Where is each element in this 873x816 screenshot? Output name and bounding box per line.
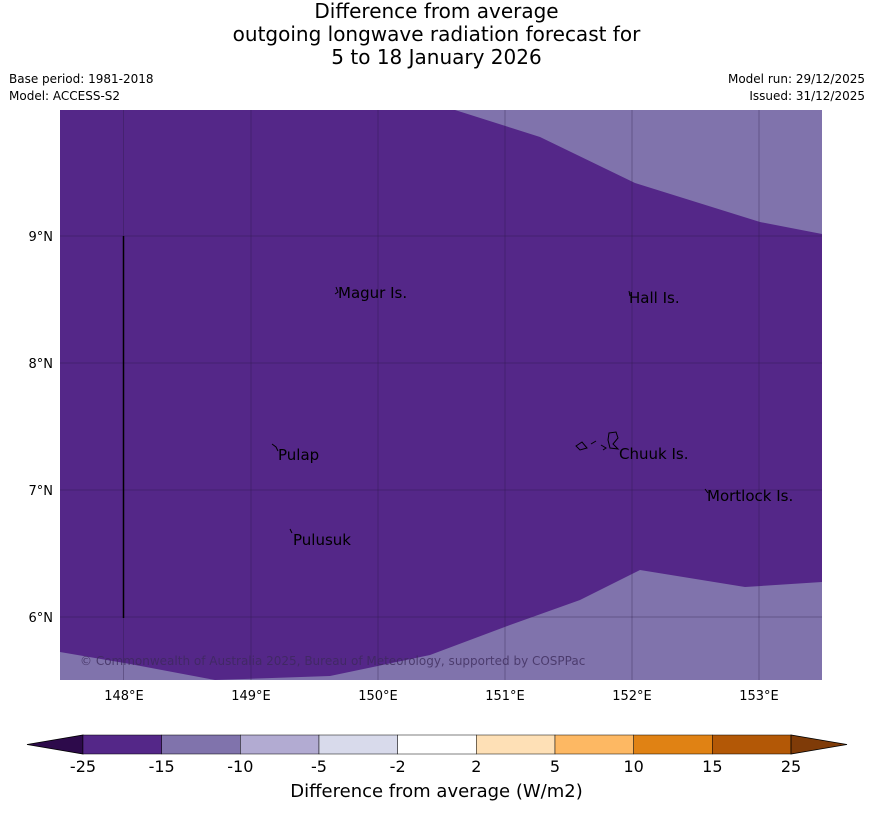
colorbar-tick-label: -10: [227, 757, 254, 776]
colorbar-tick-label: -2: [389, 757, 406, 776]
title-line-3: 5 to 18 January 2026: [331, 45, 542, 69]
map-title: Difference from average outgoing longwav…: [0, 0, 873, 69]
title-line-1: Difference from average: [314, 0, 559, 23]
colorbar: [26, 734, 848, 755]
meta-right: Model run: 29/12/2025 Issued: 31/12/2025: [728, 71, 865, 105]
colorbar-tick-label: 2: [471, 757, 482, 776]
lat-label-8: 8°N: [29, 357, 54, 372]
title-line-2: outgoing longwave radiation forecast for: [232, 22, 641, 46]
island-pulap: [271, 443, 279, 452]
islands: [271, 286, 709, 534]
place-label-pulusuk: Pulusuk: [293, 531, 351, 549]
meta-left: Base period: 1981-2018 Model: ACCESS-S2: [9, 71, 154, 105]
grid: [60, 110, 822, 680]
issued-date: Issued: 31/12/2025: [749, 89, 865, 103]
lon-label-150: 150°E: [358, 689, 398, 704]
base-period: Base period: 1981-2018: [9, 72, 154, 86]
model-name: Model: ACCESS-S2: [9, 89, 121, 103]
colorbar-tick-label: -15: [148, 757, 175, 776]
colorbar-tick-label: 10: [623, 757, 644, 776]
colorbar-box: [240, 734, 320, 755]
lon-label-152: 152°E: [612, 689, 652, 704]
colorbar-box: [82, 734, 162, 755]
colorbar-box: [554, 734, 634, 755]
colorbar-extend-low: [26, 734, 84, 755]
lon-label-148: 148°E: [104, 689, 144, 704]
lon-label-151: 151°E: [485, 689, 525, 704]
colorbar-extend-high: [790, 734, 848, 755]
lat-label-9: 9°N: [29, 230, 54, 245]
colorbar-tick-label: 25: [780, 757, 802, 776]
island-hall: [628, 290, 631, 297]
island-pulusuk: [289, 528, 293, 534]
place-label-mortlock: Mortlock Is.: [707, 487, 793, 505]
colorbar-box: [397, 734, 477, 755]
colorbar-tick-label: -5: [311, 757, 327, 776]
anomaly-region-south: [60, 570, 822, 680]
lon-label-153: 153°E: [739, 689, 779, 704]
colorbar-box: [161, 734, 241, 755]
place-label-magur: Magur Is.: [338, 284, 407, 302]
colorbar-title: Difference from average (W/m2): [290, 781, 583, 802]
lon-label-149: 149°E: [231, 689, 271, 704]
colorbar-tick-label: 15: [702, 757, 723, 776]
colorbar-box: [476, 734, 556, 755]
place-label-pulap: Pulap: [278, 446, 319, 464]
lat-label-7: 7°N: [29, 484, 54, 499]
colorbar-box: [318, 734, 398, 755]
colorbar-tick-label: -25: [69, 757, 97, 776]
place-label-hall: Hall Is.: [629, 289, 680, 307]
island-mortlock: [704, 488, 709, 494]
colorbar-box: [633, 734, 713, 755]
colorbar-tick-label: 5: [549, 757, 561, 776]
anomaly-region-northeast: [455, 110, 822, 234]
copyright-notice: © Commonwealth of Australia 2025, Bureau…: [80, 654, 585, 668]
island-chuuk: [575, 431, 620, 451]
lat-label-6: 6°N: [29, 611, 54, 626]
colorbar-box: [712, 734, 792, 755]
island-magur: [334, 286, 339, 295]
place-label-chuuk: Chuuk Is.: [619, 445, 688, 463]
model-run: Model run: 29/12/2025: [727, 72, 865, 86]
